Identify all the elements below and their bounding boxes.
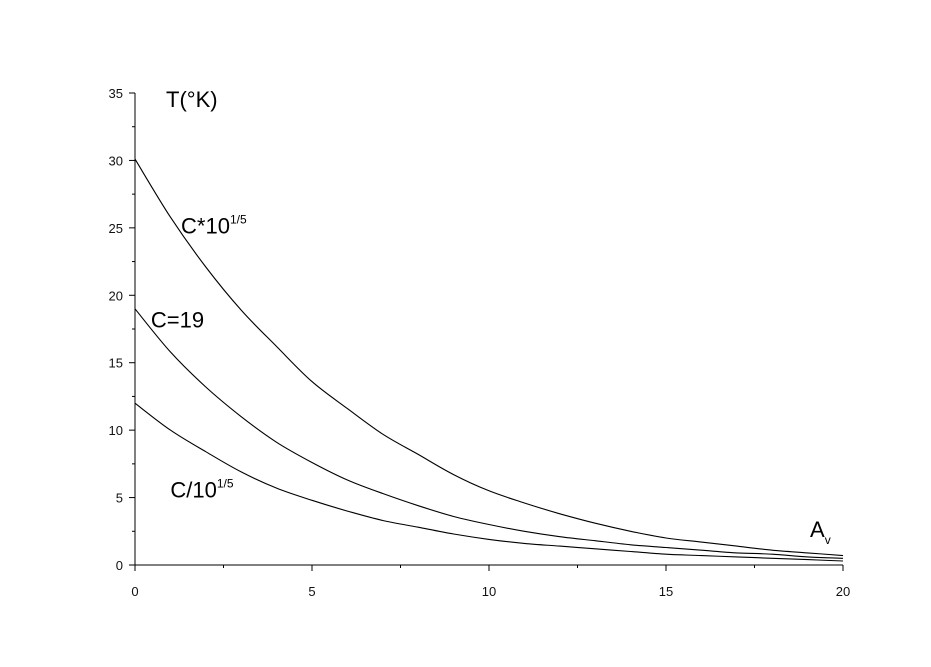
curve-label-base: C/10 [170, 478, 216, 503]
series-line-1 [134, 158, 844, 557]
x-tick-label: 15 [659, 584, 673, 599]
x-axis-label: Av [810, 517, 831, 547]
curve-annotations: C*101/5C=19C/101/5 [151, 212, 247, 502]
x-tick-label: 5 [308, 584, 315, 599]
y-tick-label: 5 [116, 491, 123, 506]
x-tick-label: 20 [836, 584, 850, 599]
tick-labels: 0 5 10 15 20 25 30 35 0 5 10 15 20 [109, 86, 851, 599]
curve-label-superscript: 1/5 [217, 477, 234, 491]
x-axis-label-main: A [810, 517, 825, 542]
y-tick-label: 10 [109, 423, 123, 438]
x-axis-label-subscript: v [825, 533, 831, 547]
series-line-3 [134, 402, 844, 562]
x-tick-label: 0 [131, 584, 138, 599]
curve-label-base: C*10 [181, 213, 230, 238]
curve-label-1: C*101/5 [181, 212, 247, 238]
y-tick-label: 30 [109, 153, 123, 168]
x-tick-label: 10 [482, 584, 496, 599]
axes [134, 93, 843, 566]
y-tick-label: 0 [116, 558, 123, 573]
y-tick-label: 25 [109, 221, 123, 236]
curve-label-2: C=19 [151, 308, 204, 333]
series-lines [134, 158, 844, 562]
series-line-2 [134, 308, 844, 559]
curve-label-superscript: 1/5 [230, 212, 247, 226]
y-tick-label: 15 [109, 356, 123, 371]
curve-label-base: C=19 [151, 308, 204, 333]
ticks [129, 92, 844, 571]
curve-label-3: C/101/5 [170, 477, 233, 503]
y-axis-label: T(°K) [166, 87, 218, 112]
y-tick-label: 35 [109, 86, 123, 101]
y-tick-label: 20 [109, 288, 123, 303]
